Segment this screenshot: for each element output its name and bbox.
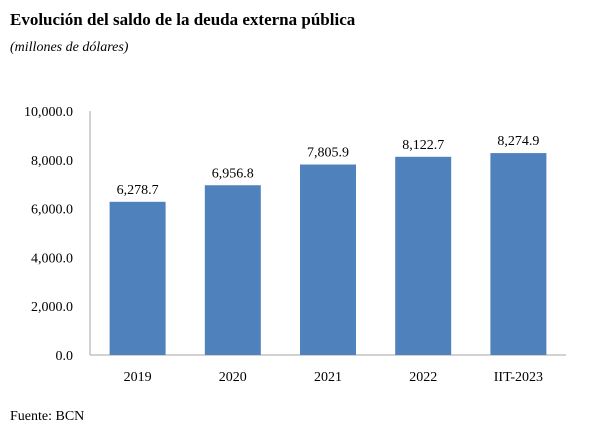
y-tick-label: 8,000.0	[31, 154, 73, 169]
y-tick-label: 6,000.0	[31, 203, 73, 218]
x-tick-label: 2022	[409, 370, 437, 385]
y-tick-label: 4,000.0	[31, 251, 73, 266]
bar	[109, 201, 166, 355]
y-tick-label: 0.0	[56, 349, 74, 364]
x-tick-label: IIT-2023	[494, 370, 543, 385]
x-tick-label: 2020	[219, 370, 247, 385]
x-tick-label: 2019	[124, 370, 152, 385]
bar	[300, 164, 356, 355]
data-label: 6,956.8	[212, 166, 254, 181]
chart-title: Evolución del saldo de la deuda externa …	[10, 10, 356, 29]
data-labels: 6,278.7 6,956.8 7,805.9 8,122.7 8,274.9	[117, 134, 540, 198]
bar	[204, 185, 261, 355]
data-label: 6,278.7	[117, 183, 159, 198]
data-label: 8,122.7	[402, 138, 444, 153]
y-axis-labels: 0.0 2,000.0 4,000.0 6,000.0 8,000.0 10,000.0	[24, 105, 73, 364]
bar	[490, 153, 547, 355]
source-note: Fuente: BCN	[10, 409, 85, 424]
data-label: 8,274.9	[497, 134, 539, 149]
bar	[395, 156, 452, 355]
y-tick-label: 10,000.0	[24, 105, 73, 120]
x-tick-label: 2021	[314, 370, 342, 385]
y-tick-label: 2,000.0	[31, 300, 73, 315]
chart-subtitle: (millones de dólares)	[10, 40, 129, 55]
x-axis-labels: 2019 2020 2021 2022 IIT-2023	[124, 370, 543, 385]
bars	[109, 153, 547, 355]
data-label: 7,805.9	[307, 146, 349, 161]
